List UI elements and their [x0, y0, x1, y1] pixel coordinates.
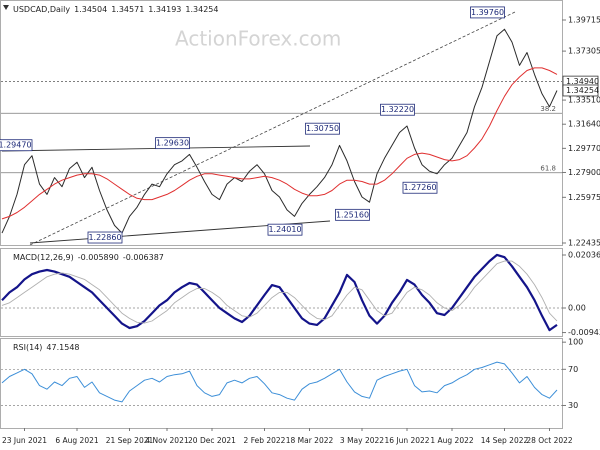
y-tick-label: 1.22435 — [568, 238, 600, 247]
fib-label: 38.2 — [540, 105, 556, 113]
x-tick-label: 18 Mar 2022 — [286, 436, 334, 445]
level-label: 1.27260 — [403, 183, 436, 192]
panel-title: MACD(12,26,9) -0.005890 -0.006387 — [13, 253, 164, 262]
level-box — [470, 6, 505, 19]
x-tick-label: 16 Jun 2022 — [384, 436, 429, 445]
y-tick-label: 1.33510 — [568, 96, 600, 105]
readout-value: 1.34571 — [111, 5, 144, 14]
y-tick-label: 1.25975 — [568, 193, 600, 202]
title-text: RSI(14) — [13, 343, 42, 352]
menu-arrow — [3, 5, 9, 10]
series-line — [1, 28, 558, 234]
series-line — [1, 67, 558, 220]
watermark: ActionForex.com — [175, 27, 341, 51]
x-tick-label: 4 Nov 2021 — [145, 436, 188, 445]
panel-title: RSI(14) 47.1548 — [13, 343, 80, 352]
y-tick-label: 1.37305 — [568, 47, 600, 56]
level-box — [155, 137, 190, 150]
y-tick-label: 70 — [568, 365, 578, 374]
level-box — [87, 231, 123, 244]
level-box — [335, 208, 370, 221]
readout-value: 1.34193 — [148, 5, 181, 14]
x-tick-label: 23 Jun 2021 — [2, 436, 47, 445]
x-tick-label: 1 Aug 2022 — [430, 436, 473, 445]
x-tick-label: 21 Sep 2021 — [106, 436, 154, 445]
x-tick-label: 20 Dec 2021 — [188, 436, 236, 445]
level-box — [267, 223, 303, 236]
level-label: 1.39760 — [471, 8, 504, 17]
readout-value: 1.34504 — [74, 5, 107, 14]
level-label: 1.29470 — [0, 141, 32, 150]
readout-value: -0.006387 — [123, 253, 164, 262]
y-tick-label: 30 — [568, 401, 578, 410]
panel-frame — [0, 248, 563, 337]
x-tick-label: 14 Sep 2022 — [481, 436, 529, 445]
y-tick-label: 0.00 — [568, 303, 586, 312]
x-tick-label: 2 Feb 2022 — [244, 436, 286, 445]
x-tick-label: 28 Oct 2022 — [526, 436, 573, 445]
level-label: 1.30750 — [306, 124, 339, 133]
y-tick-label: 1.31640 — [568, 120, 600, 129]
last-price-box — [562, 84, 599, 97]
panel-frame — [0, 338, 563, 429]
level-label: 1.22860 — [88, 233, 121, 242]
readout-value: 47.1548 — [46, 343, 79, 352]
x-tick-label: 3 May 2022 — [340, 436, 384, 445]
y-tick-label: 1.27900 — [568, 168, 600, 177]
y-tick-label: 1.39715 — [568, 16, 600, 25]
y-tick-label: 1.29770 — [568, 144, 600, 153]
level-box — [0, 139, 33, 152]
level-label: 1.25160 — [336, 210, 369, 219]
level-label: 1.32220 — [381, 105, 414, 114]
panel-frame — [0, 0, 563, 246]
level-box — [305, 122, 340, 135]
level-label: 1.24010 — [268, 225, 301, 234]
level-box — [380, 103, 415, 116]
series-line — [1, 260, 558, 324]
y-tick-label: -0.009438 — [568, 328, 600, 337]
y-tick-label: 0.02036 — [568, 250, 600, 259]
fib-label: 61.8 — [540, 165, 556, 173]
readout-value: 1.34254 — [185, 5, 218, 14]
last-price-label: 1.34254 — [566, 86, 599, 95]
price-box-label: 1.34940 — [566, 77, 599, 86]
panel-title: USDCAD,Daily 1.34504 1.34571 1.34193 1.34254 — [13, 5, 218, 14]
readout-value: -0.005890 — [78, 253, 119, 262]
title-text: MACD(12,26,9) — [13, 253, 74, 262]
level-label: 1.29630 — [156, 139, 189, 148]
title-text: USDCAD,Daily — [13, 5, 70, 14]
series-line — [1, 361, 558, 403]
series-line — [1, 253, 558, 332]
level-box — [402, 181, 438, 194]
y-tick-label: 100 — [568, 338, 583, 347]
x-tick-label: 6 Aug 2021 — [55, 436, 98, 445]
